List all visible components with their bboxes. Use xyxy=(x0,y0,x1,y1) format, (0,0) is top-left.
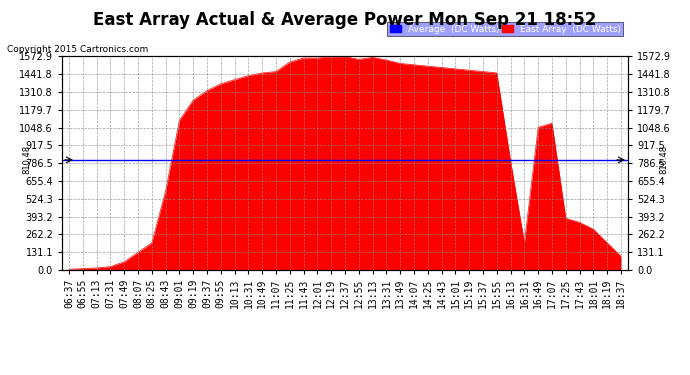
Legend: Average  (DC Watts), East Array  (DC Watts): Average (DC Watts), East Array (DC Watts… xyxy=(387,22,623,36)
Text: 810.48: 810.48 xyxy=(659,145,668,174)
Text: 810.48: 810.48 xyxy=(22,145,31,174)
Text: Copyright 2015 Cartronics.com: Copyright 2015 Cartronics.com xyxy=(7,45,148,54)
Text: East Array Actual & Average Power Mon Sep 21 18:52: East Array Actual & Average Power Mon Se… xyxy=(93,11,597,29)
